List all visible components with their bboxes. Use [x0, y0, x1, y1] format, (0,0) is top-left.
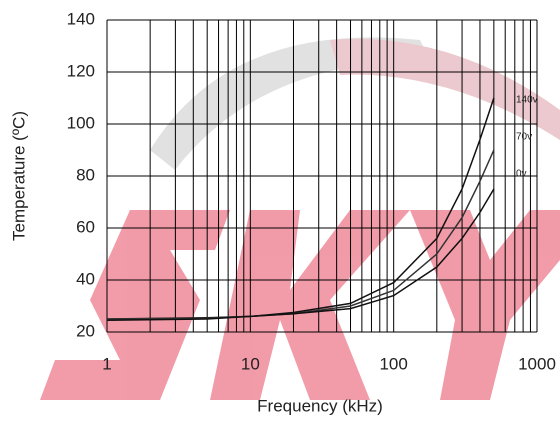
- y-axis-label: Temperature (ºC): [9, 111, 28, 241]
- y-tick-label: 120: [67, 61, 95, 80]
- watermark: [40, 37, 560, 400]
- watermark-letter: [410, 210, 560, 400]
- y-tick-label: 60: [76, 217, 95, 236]
- watermark-swoosh: [330, 38, 560, 141]
- y-tick-label: 100: [67, 113, 95, 132]
- series-label: 140v: [516, 95, 538, 106]
- y-tick-label: 20: [76, 321, 95, 340]
- x-axis-label: Frequency (kHz): [257, 396, 383, 415]
- watermark-letter: [40, 210, 230, 400]
- series-label: 0v: [516, 169, 527, 180]
- x-tick-label: 1: [102, 354, 111, 373]
- series-label: 70v: [516, 132, 532, 143]
- watermark-letter: [210, 210, 410, 400]
- x-tick-label: 100: [379, 354, 407, 373]
- y-tick-label: 80: [76, 165, 95, 184]
- y-tick-label: 40: [76, 269, 95, 288]
- x-tick-label: 10: [241, 354, 260, 373]
- x-tick-label: 1000: [518, 354, 556, 373]
- series-line: [106, 188, 495, 322]
- y-tick-label: 140: [67, 9, 95, 28]
